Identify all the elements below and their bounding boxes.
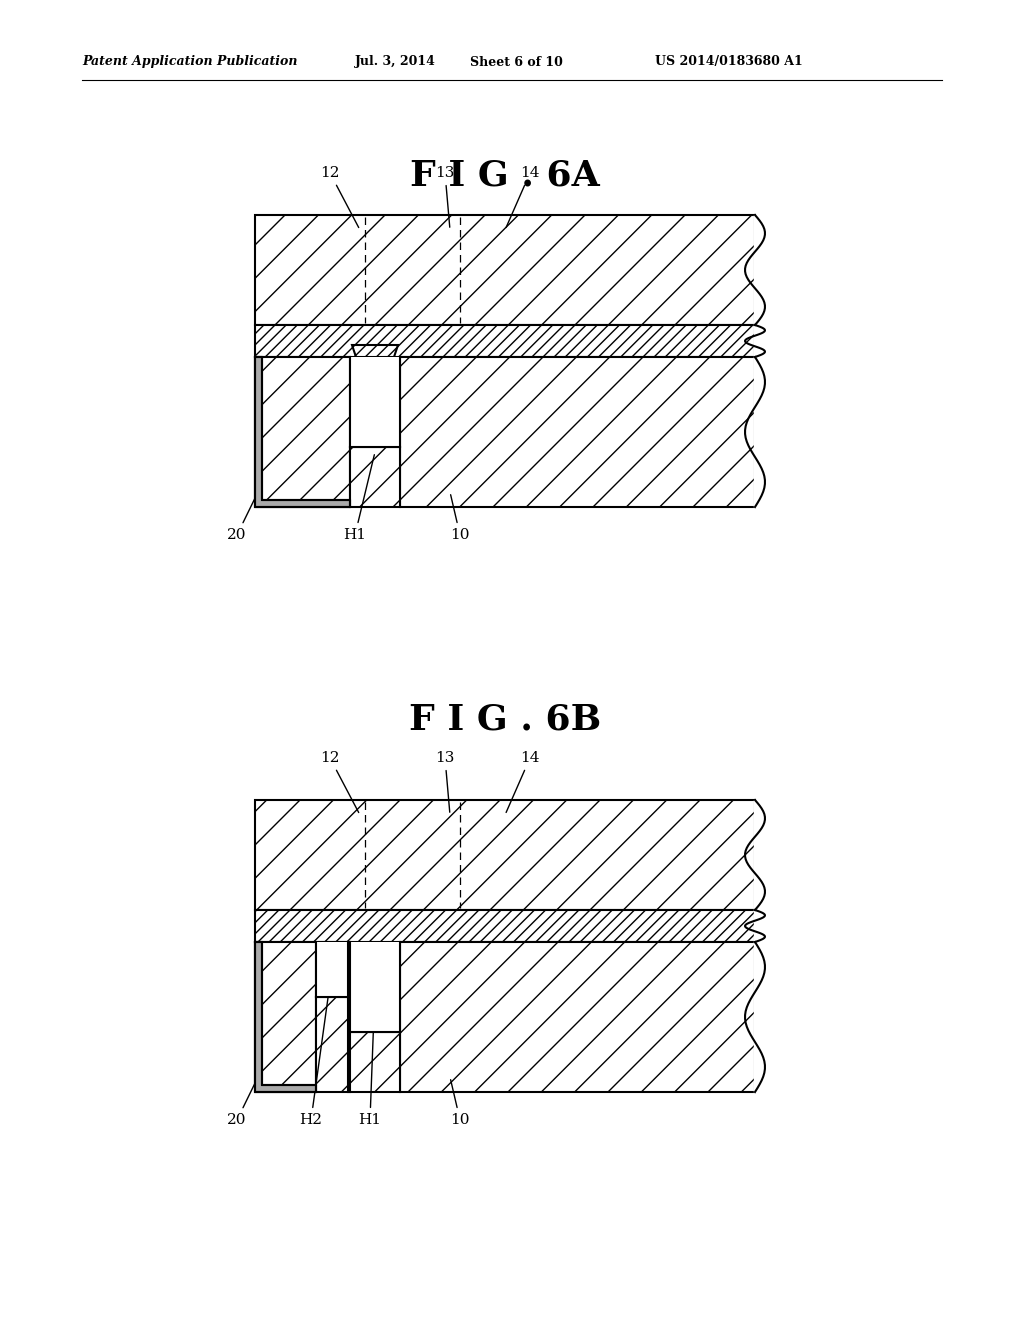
Text: F I G . 6B: F I G . 6B: [409, 704, 601, 737]
Bar: [255, 800, 755, 909]
Text: H2: H2: [299, 972, 332, 1127]
Bar: [400, 356, 755, 507]
Bar: [350, 356, 400, 447]
Text: 12: 12: [321, 166, 358, 227]
Bar: [316, 942, 348, 997]
Bar: [255, 909, 755, 942]
Polygon shape: [255, 356, 350, 507]
Bar: [400, 942, 755, 1092]
Text: 13: 13: [435, 751, 455, 812]
Text: 13: 13: [435, 166, 455, 227]
Polygon shape: [255, 942, 316, 1092]
Text: Jul. 3, 2014: Jul. 3, 2014: [355, 55, 436, 69]
Text: Patent Application Publication: Patent Application Publication: [82, 55, 298, 69]
Text: H1: H1: [343, 454, 375, 543]
Text: F I G . 6A: F I G . 6A: [411, 158, 600, 191]
Bar: [350, 942, 400, 1032]
Text: H1: H1: [358, 990, 382, 1127]
Bar: [255, 942, 316, 1092]
Text: 12: 12: [321, 751, 358, 813]
Bar: [255, 325, 755, 356]
Bar: [350, 447, 400, 507]
Text: 20: 20: [227, 1080, 257, 1127]
Bar: [316, 997, 348, 1092]
Bar: [255, 356, 350, 507]
Text: 10: 10: [451, 495, 470, 543]
Text: 14: 14: [506, 166, 540, 227]
Text: 10: 10: [451, 1080, 470, 1127]
Text: 20: 20: [227, 495, 257, 543]
Polygon shape: [318, 942, 348, 960]
Polygon shape: [352, 345, 398, 356]
Text: US 2014/0183680 A1: US 2014/0183680 A1: [655, 55, 803, 69]
Bar: [350, 1032, 400, 1092]
Bar: [348, 942, 350, 1092]
Text: Sheet 6 of 10: Sheet 6 of 10: [470, 55, 563, 69]
Text: 14: 14: [506, 751, 540, 812]
Bar: [255, 215, 755, 325]
